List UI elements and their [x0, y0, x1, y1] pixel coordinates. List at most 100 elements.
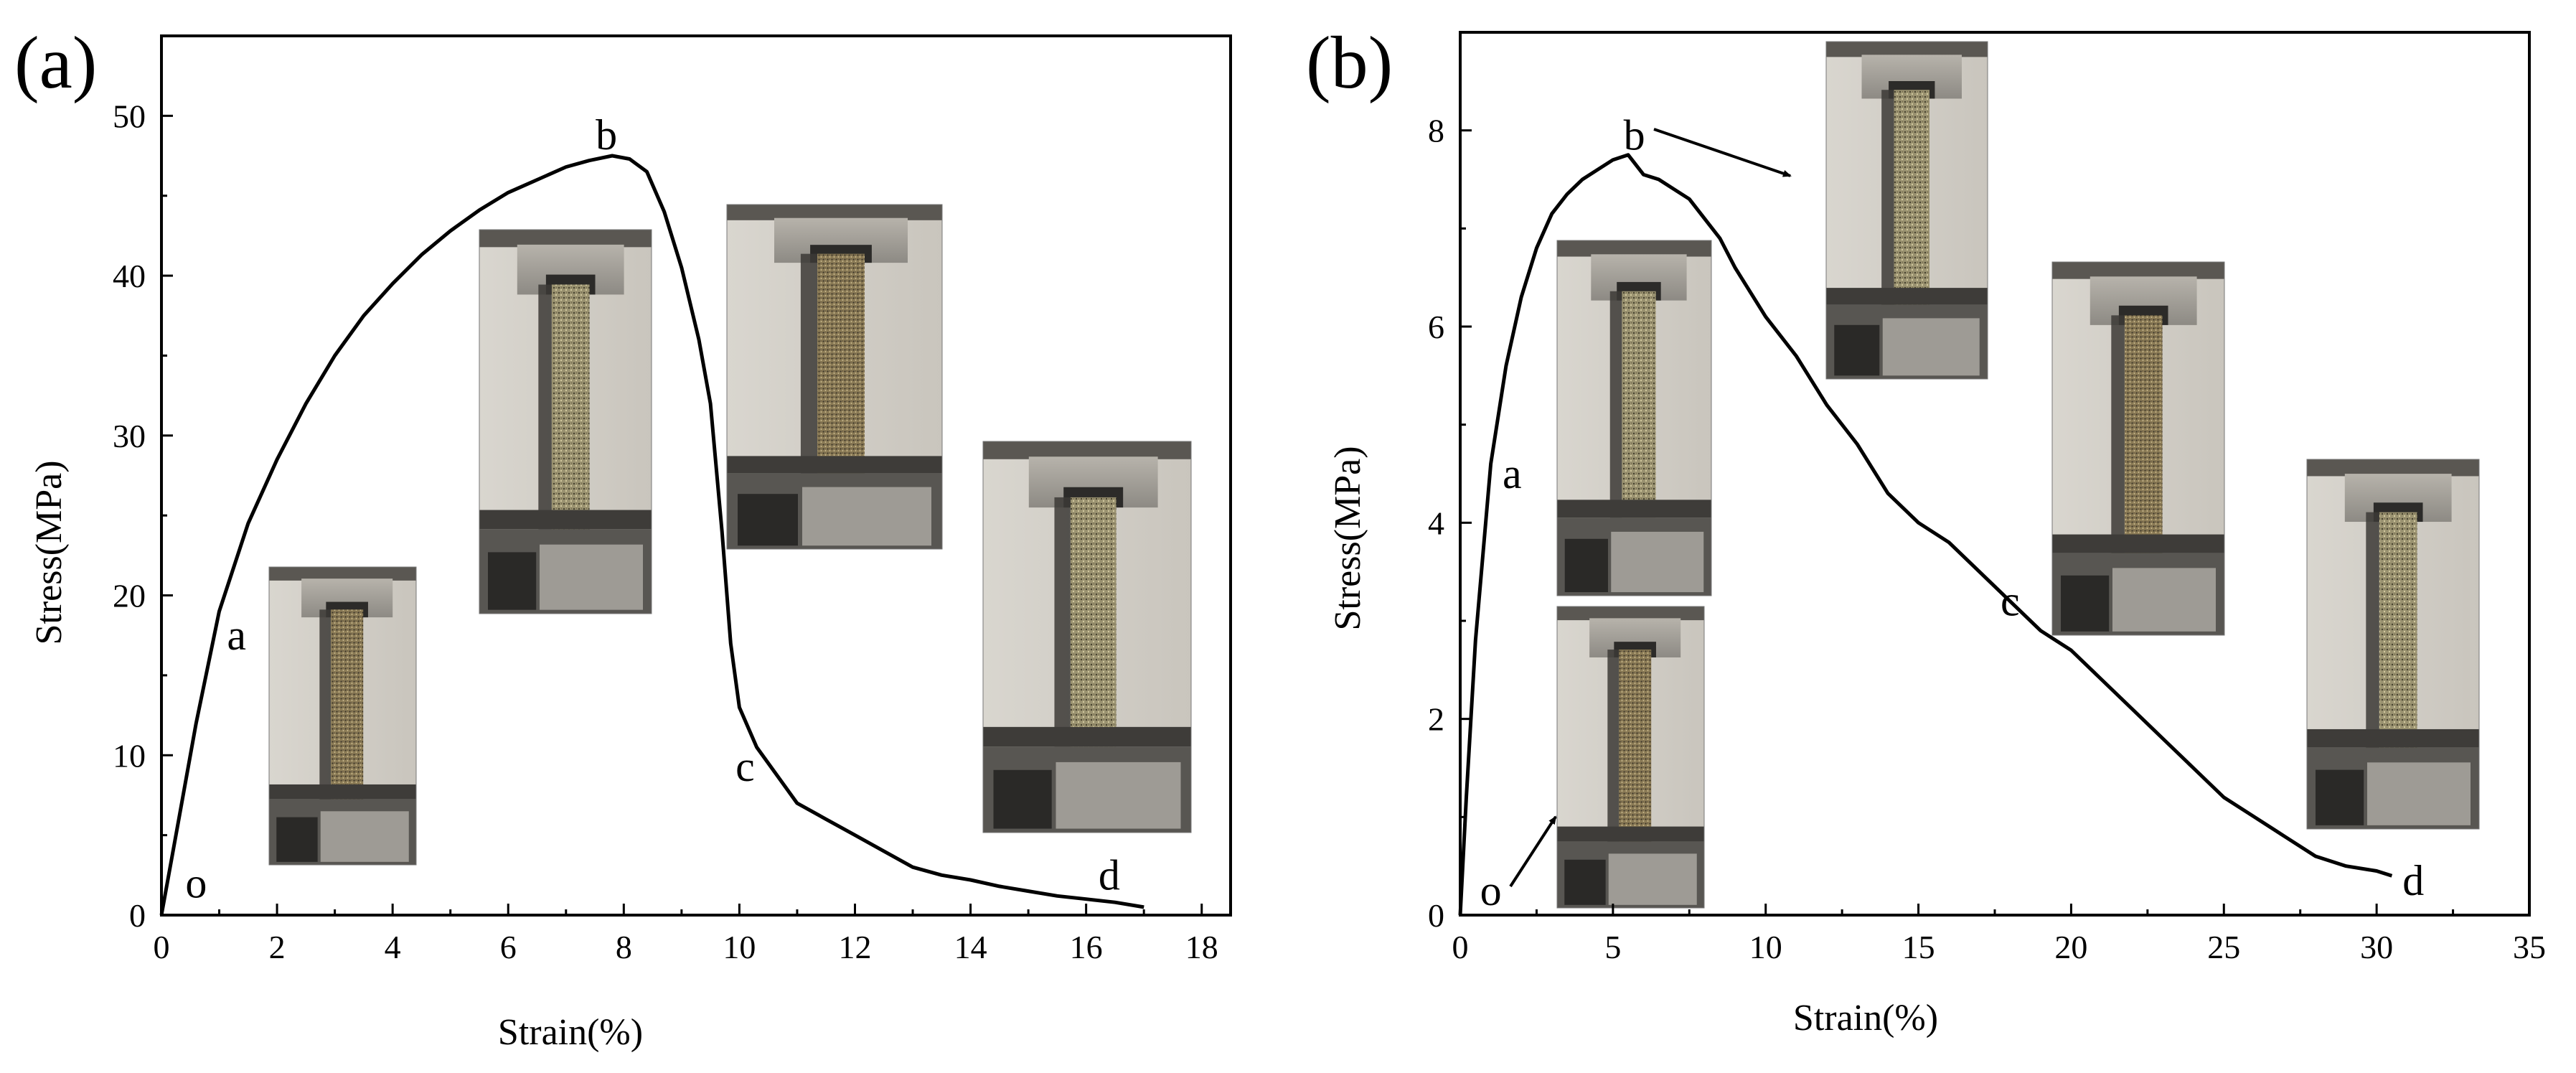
- x-tick-label: 0: [154, 929, 170, 965]
- photo-top-bar: [983, 441, 1191, 459]
- y-tick-label: 40: [113, 258, 146, 294]
- photo-top-bar: [2052, 262, 2224, 279]
- stress-strain-curve-a: [159, 154, 1144, 916]
- y-tick-label: 4: [1428, 505, 1444, 541]
- axes-a: 0 2 4 6 8 10 12 14 16 18 0 10 20 30 40 50: [113, 34, 1232, 965]
- specimen-photo-4: [2051, 261, 2225, 636]
- y-tick-label: 20: [113, 578, 146, 614]
- photo-frame: [2306, 459, 2480, 830]
- x-tick-label: 5: [1604, 929, 1621, 965]
- photo-top-bar: [269, 567, 416, 581]
- photo-frame: [2051, 261, 2225, 636]
- photo-specimen-shadow: [1054, 497, 1071, 754]
- x-tick-label: 10: [723, 929, 756, 965]
- photo-specimen: [1894, 90, 1929, 312]
- specimen-photo-3: [726, 204, 943, 550]
- specimen-photo-4: [982, 441, 1192, 833]
- point-label-b: b: [1624, 112, 1645, 159]
- y-axis-label-a: Stress(MPa): [29, 460, 70, 645]
- photo-lower-clamp: [802, 487, 931, 546]
- photo-specimen-shadow: [2366, 512, 2379, 755]
- plot-frame: [160, 34, 1232, 917]
- photo-platform-edge: [983, 726, 1191, 747]
- axes-b: 0 5 10 15 20 25 30 35 0 2 4 6 8: [1428, 31, 2546, 965]
- x-tick-label: 6: [500, 929, 517, 965]
- arrow-o: [1509, 815, 1557, 888]
- specimen-photo-5: [2306, 459, 2480, 830]
- panel-label-b: (b): [1306, 22, 1393, 104]
- x-tick-label: 25: [2207, 929, 2240, 965]
- photo-lower-jaw: [2061, 575, 2110, 632]
- photo-specimen: [1619, 650, 1652, 848]
- photo-specimen: [817, 253, 865, 480]
- photo-lower-jaw: [2316, 769, 2364, 825]
- y-tick-label: 0: [1428, 897, 1444, 934]
- photo-platform-edge: [479, 510, 652, 530]
- specimen-photo-1: [1556, 240, 1712, 596]
- y-axis-label-b: Stress(MPa): [1327, 446, 1368, 630]
- annotations-b: o a b c d: [1480, 112, 2425, 914]
- photo-top-bar: [727, 205, 942, 220]
- y-tick-label: 0: [129, 897, 146, 934]
- point-label-c: c: [2001, 578, 2020, 625]
- specimen-photo-1: [268, 566, 417, 866]
- photo-specimen: [2124, 315, 2163, 561]
- photo-specimen: [1622, 291, 1656, 525]
- photo-frame: [1825, 41, 1988, 380]
- photo-lower-jaw: [1564, 538, 1608, 593]
- photo-lower-jaw: [276, 817, 318, 862]
- x-tick-label: 12: [838, 929, 871, 965]
- photo-frame: [726, 204, 943, 550]
- photo-lower-clamp: [1056, 762, 1181, 829]
- point-label-d: d: [2402, 857, 2424, 904]
- specimen-photo-2: [1556, 606, 1705, 909]
- point-label-a: a: [1503, 450, 1522, 497]
- photo-specimen-shadow: [1607, 650, 1620, 848]
- y-tick-label: 8: [1428, 113, 1444, 149]
- photo-specimen-shadow: [538, 284, 552, 537]
- x-tick-label: 8: [616, 929, 632, 965]
- photo-top-bar: [2307, 459, 2479, 477]
- photo-lower-clamp: [1611, 531, 1704, 593]
- specimen-photo-2: [479, 229, 652, 614]
- x-tick-label: 4: [385, 929, 401, 965]
- photo-platform-edge: [2052, 534, 2224, 553]
- x-tick-label: 14: [954, 929, 987, 965]
- photo-frame: [1556, 240, 1712, 596]
- photo-specimen: [331, 609, 364, 805]
- y-tick-label: 50: [113, 98, 146, 134]
- photo-lower-clamp: [1608, 853, 1697, 905]
- panel-a: (a) 0 2 4 6 8 10 12 14 16 18 0 10 20 30 40 50 o a b c d Str…: [14, 22, 1232, 1053]
- y-tick-label: 2: [1428, 701, 1444, 738]
- photo-layer-a: [268, 204, 1192, 866]
- point-label-b: b: [596, 111, 617, 159]
- photo-platform-edge: [2307, 728, 2479, 748]
- photo-specimen-shadow: [800, 253, 817, 480]
- photo-lower-clamp: [540, 544, 643, 610]
- photo-top-bar: [1557, 240, 1711, 257]
- y-tick-label: 10: [113, 737, 146, 774]
- point-label-c: c: [735, 743, 755, 790]
- photo-specimen: [551, 284, 590, 537]
- photo-top-bar: [1557, 606, 1704, 621]
- x-tick-label: 18: [1185, 929, 1218, 965]
- arrow-b: [1653, 128, 1792, 177]
- photo-frame: [982, 441, 1192, 833]
- photo-lower-jaw: [488, 552, 537, 610]
- photo-lower-clamp: [320, 811, 409, 862]
- photo-platform-edge: [1557, 826, 1704, 842]
- x-axis-label-b: Strain(%): [1793, 998, 1938, 1039]
- photo-top-bar: [1826, 42, 1988, 57]
- x-axis-label-a: Strain(%): [498, 1012, 643, 1053]
- photo-frame: [268, 566, 417, 866]
- photo-lower-clamp: [2112, 568, 2216, 632]
- photo-lower-jaw: [1834, 324, 1880, 376]
- annotations-a: o a b c d: [185, 111, 1120, 906]
- photo-frame: [479, 229, 652, 614]
- photo-top-bar: [479, 230, 652, 248]
- photo-platform-edge: [1557, 500, 1711, 518]
- x-tick-label: 15: [1902, 929, 1935, 965]
- x-tick-label: 2: [269, 929, 286, 965]
- photo-specimen-shadow: [1881, 90, 1894, 312]
